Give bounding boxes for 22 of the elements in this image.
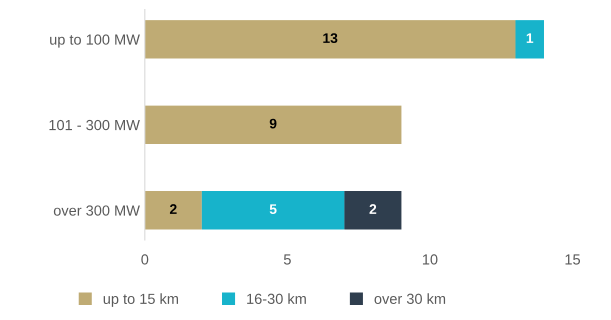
x-tick-label: 0 [141, 254, 148, 265]
legend-label: 16-30 km [247, 293, 306, 304]
data-label: 1 [526, 33, 534, 43]
x-tick-label: 10 [422, 254, 438, 265]
y-tick-label: 101 - 300 MW [49, 120, 140, 130]
bar [144, 20, 516, 59]
bar [344, 191, 402, 230]
bar [144, 191, 202, 230]
legend-label: over 30 km [374, 293, 446, 304]
data-label: 5 [270, 204, 277, 214]
y-tick-label: up to 100 MW [50, 34, 140, 48]
data-label: 2 [170, 204, 177, 214]
legend-label: up to 15 km [104, 293, 178, 307]
bar [515, 20, 544, 59]
bar [202, 191, 344, 230]
data-label: 2 [370, 204, 376, 214]
x-tick-label: 5 [284, 254, 291, 265]
data-label: 13 [323, 33, 338, 44]
y-tick-label: over 300 MW [54, 205, 140, 216]
x-tick-label: 15 [566, 254, 580, 265]
bar [144, 106, 402, 144]
data-label: 9 [270, 118, 276, 129]
